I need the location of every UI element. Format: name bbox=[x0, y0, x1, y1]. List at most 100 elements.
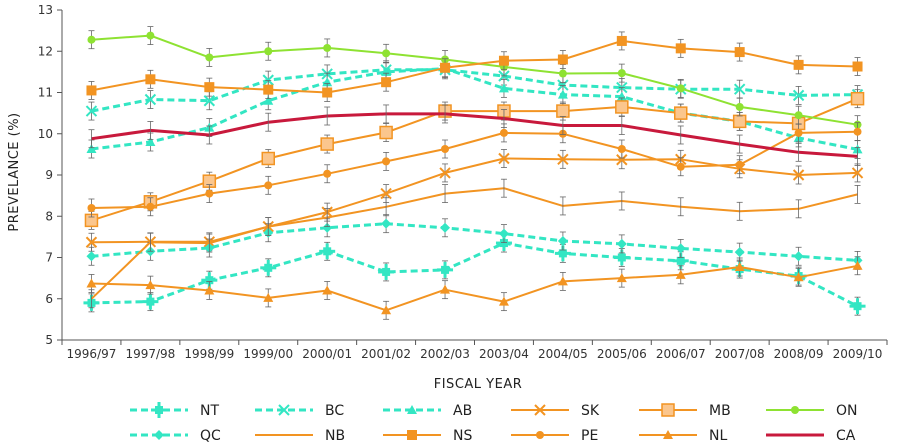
data-point bbox=[851, 167, 864, 179]
data-point bbox=[732, 114, 747, 129]
data-point bbox=[498, 296, 509, 306]
data-point bbox=[381, 66, 392, 76]
data-point bbox=[142, 293, 159, 310]
x-tick-label: 2004/05 bbox=[538, 347, 588, 361]
series-ca bbox=[88, 104, 861, 166]
data-point bbox=[145, 137, 156, 146]
data-point bbox=[794, 128, 803, 137]
marker-arm bbox=[378, 270, 395, 274]
series-nt bbox=[83, 233, 866, 316]
y-tick-label: 7 bbox=[45, 251, 53, 265]
data-point bbox=[85, 236, 98, 248]
legend-item-nl: NL bbox=[639, 428, 727, 444]
legend-item-bc: BC bbox=[255, 403, 344, 419]
error-bar bbox=[618, 116, 625, 135]
y-tick-label: 12 bbox=[38, 44, 53, 58]
marker-stroke bbox=[85, 105, 98, 117]
series-ns bbox=[86, 31, 863, 102]
data-point bbox=[675, 243, 686, 254]
data-point bbox=[557, 153, 569, 166]
error-bar bbox=[559, 116, 566, 135]
data-point bbox=[557, 79, 569, 91]
data-point bbox=[852, 61, 863, 72]
data-point bbox=[322, 285, 333, 295]
data-point bbox=[319, 243, 336, 260]
marker-stroke bbox=[851, 167, 864, 179]
data-point bbox=[498, 55, 509, 66]
data-point bbox=[261, 151, 275, 166]
legend-label: NL bbox=[709, 428, 727, 444]
data-point bbox=[322, 222, 333, 233]
data-point bbox=[850, 91, 865, 106]
error-bar bbox=[854, 184, 861, 204]
marker-arm bbox=[142, 300, 159, 304]
x-tick-label: 2006/07 bbox=[656, 347, 706, 361]
error-bar bbox=[147, 232, 154, 252]
error-bar bbox=[500, 178, 507, 198]
data-point bbox=[204, 82, 215, 93]
marker-stroke bbox=[534, 404, 546, 416]
data-point bbox=[616, 238, 627, 249]
error-bar bbox=[324, 106, 331, 126]
error-bar bbox=[854, 147, 861, 166]
x-tick-label: 2000/01 bbox=[302, 347, 352, 361]
data-point bbox=[793, 251, 804, 262]
x-tick-label: 2008/09 bbox=[774, 347, 824, 361]
error-bar bbox=[383, 197, 390, 217]
x-tick-label: 2005/06 bbox=[597, 347, 647, 361]
x-axis-title: FISCAL YEAR bbox=[434, 377, 523, 392]
data-point bbox=[86, 144, 97, 154]
data-point bbox=[557, 54, 568, 65]
data-point bbox=[264, 47, 273, 56]
data-point bbox=[204, 285, 215, 295]
data-point bbox=[322, 87, 333, 98]
legend-item-on: ON bbox=[766, 403, 858, 419]
data-point bbox=[617, 69, 626, 78]
legend-item-qc: QC bbox=[130, 428, 221, 444]
legend-swatch-marker bbox=[151, 402, 167, 418]
data-point bbox=[382, 157, 391, 166]
data-point bbox=[263, 292, 274, 302]
x-tick-label: 2001/02 bbox=[361, 347, 411, 361]
legend-swatch-marker bbox=[407, 430, 417, 440]
marker-arm bbox=[260, 266, 277, 270]
data-point bbox=[852, 260, 863, 270]
data-point bbox=[205, 189, 214, 198]
data-point bbox=[263, 95, 274, 105]
marker-arm bbox=[672, 259, 689, 263]
data-point bbox=[676, 162, 685, 171]
data-point bbox=[87, 35, 96, 44]
data-point bbox=[793, 272, 804, 282]
data-point bbox=[794, 111, 803, 120]
series-line-ns bbox=[91, 39, 858, 94]
data-point bbox=[381, 305, 392, 315]
series-line-qc bbox=[91, 222, 858, 262]
x-tick-label: 2007/08 bbox=[715, 347, 765, 361]
legend-swatch-marker bbox=[661, 403, 675, 417]
legend-label: CA bbox=[836, 428, 856, 444]
data-point bbox=[558, 69, 567, 78]
x-tick-label: 2003/04 bbox=[479, 347, 529, 361]
data-point bbox=[323, 169, 332, 178]
marker-stroke bbox=[439, 167, 451, 179]
marker-stroke bbox=[557, 79, 569, 91]
legend-label: NS bbox=[453, 428, 472, 444]
series-line-sk bbox=[91, 157, 858, 244]
data-point bbox=[145, 280, 156, 290]
error-bar bbox=[88, 129, 95, 149]
data-point bbox=[87, 204, 96, 212]
axes: 5 6 7 8 9 10 11 12 13 1996/97 1997/98 1998/99 1999/0… bbox=[38, 3, 888, 361]
y-tick-label: 9 bbox=[45, 168, 53, 182]
series-layer bbox=[83, 26, 866, 320]
data-point bbox=[381, 77, 392, 88]
data-point bbox=[849, 298, 866, 315]
marker-arm bbox=[437, 268, 454, 272]
marker-arm bbox=[151, 408, 167, 412]
data-point bbox=[735, 102, 744, 111]
data-point bbox=[205, 53, 214, 62]
series-nb bbox=[88, 178, 861, 309]
legend-swatch-marker bbox=[791, 406, 799, 414]
legend-item-mb: MB bbox=[639, 403, 731, 419]
error-bar bbox=[618, 191, 625, 211]
data-point bbox=[498, 83, 509, 93]
